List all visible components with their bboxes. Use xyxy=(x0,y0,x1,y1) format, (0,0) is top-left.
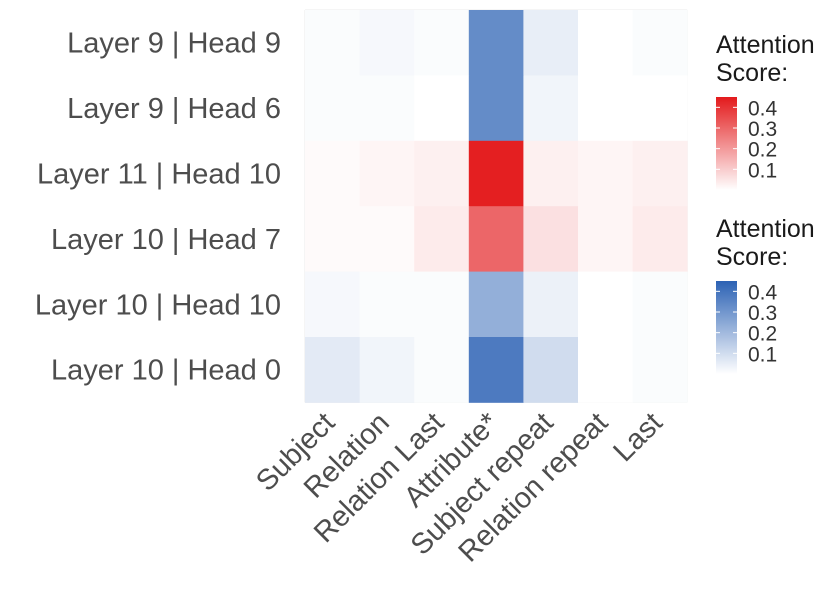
y-tick-label: Layer 9 | Head 9 xyxy=(67,28,281,60)
heatmap-cell xyxy=(632,271,688,338)
heatmap-cell xyxy=(523,10,579,76)
legend-tick-label: 0.4 xyxy=(748,97,778,120)
heatmap-cell xyxy=(305,337,360,403)
legend-tick-label: 0.2 xyxy=(748,139,777,162)
heatmap-cell xyxy=(523,75,579,142)
legend-title: Attention xyxy=(716,31,815,59)
heatmap-cell xyxy=(632,140,688,207)
heatmap-cell xyxy=(578,271,633,338)
y-tick-label: Layer 9 | Head 6 xyxy=(67,93,281,125)
heatmap-cell xyxy=(523,337,579,403)
heatmap-cell xyxy=(468,140,524,207)
heatmap-cell xyxy=(359,271,415,338)
heatmap-cell xyxy=(632,206,688,272)
heatmap-cell xyxy=(632,10,688,76)
heatmap-cell xyxy=(632,75,688,142)
legend-tick-label: 0.1 xyxy=(748,343,777,366)
heatmap-cell xyxy=(359,75,415,142)
heatmap-cell xyxy=(468,206,524,272)
heatmap-cell xyxy=(305,75,360,142)
heatmap-cell xyxy=(414,337,470,403)
legend-tick-label: 0.3 xyxy=(748,302,777,325)
heatmap-cell xyxy=(414,271,470,338)
legend-title: Score: xyxy=(716,59,788,87)
heatmap-cell xyxy=(632,337,688,403)
y-tick-label: Layer 10 | Head 7 xyxy=(51,224,281,256)
heatmap-cell xyxy=(468,337,524,403)
heatmap-cell xyxy=(305,206,360,272)
legend-title: Attention xyxy=(716,215,815,243)
legend-title: Score: xyxy=(716,243,788,271)
heatmap-cell xyxy=(359,10,415,76)
legend-tick-label: 0.4 xyxy=(748,281,778,304)
legend-colorbar xyxy=(716,281,737,374)
heatmap-cell xyxy=(305,271,360,338)
heatmap-cell xyxy=(578,75,633,142)
heatmap-cell xyxy=(523,206,579,272)
heatmap-cell xyxy=(523,271,579,338)
heatmap-cell xyxy=(414,140,470,207)
legend-tick-label: 0.1 xyxy=(748,159,777,182)
heatmap-cell xyxy=(305,10,360,76)
heatmap-cell xyxy=(359,140,415,207)
heatmap-cell xyxy=(578,206,633,272)
x-tick-label: Last xyxy=(607,407,668,468)
heatmap-cell xyxy=(359,206,415,272)
heatmap-cell xyxy=(305,140,360,207)
heatmap-cell xyxy=(578,337,633,403)
y-tick-label: Layer 10 | Head 10 xyxy=(35,289,281,321)
heatmap-cell xyxy=(414,10,470,76)
y-tick-label: Layer 11 | Head 10 xyxy=(37,159,281,191)
y-tick-label: Layer 10 | Head 0 xyxy=(51,355,281,387)
heatmap-cell xyxy=(468,10,524,76)
legend-tick-label: 0.2 xyxy=(748,323,777,346)
legend-tick-label: 0.3 xyxy=(748,118,777,141)
heatmap-cell xyxy=(578,140,633,207)
heatmap-cell xyxy=(523,140,579,207)
heatmap-cell xyxy=(468,75,524,142)
heatmap-cell xyxy=(578,10,633,76)
heatmap-cell xyxy=(414,75,470,142)
heatmap-cell xyxy=(359,337,415,403)
heatmap-cell xyxy=(468,271,524,338)
heatmap-cell xyxy=(414,206,470,272)
legend-colorbar xyxy=(716,97,737,190)
